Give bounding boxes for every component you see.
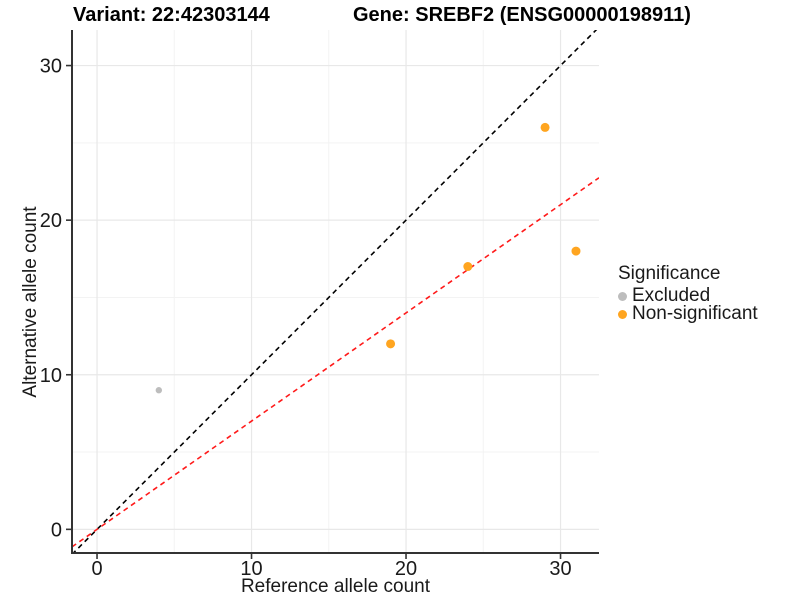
data-point-excluded: [155, 387, 163, 394]
x-tick-label: 0: [91, 558, 102, 580]
y-tick-label: 0: [51, 519, 62, 541]
legend-item-excluded: Excluded: [618, 285, 758, 306]
non-significant-dot-icon: [618, 309, 627, 319]
data-point-non-significant: [540, 122, 550, 132]
data-point-non-significant: [463, 262, 473, 272]
identity-line: [72, 30, 598, 553]
legend-label: Excluded: [632, 285, 711, 306]
legend-title: Significance: [618, 263, 721, 284]
x-tick-label: 10: [240, 558, 262, 580]
x-tick-label: 30: [549, 558, 571, 580]
variant-title: Variant: 22:42303144: [73, 4, 270, 26]
fit-line: [72, 177, 599, 548]
x-tick-label: 20: [395, 558, 417, 580]
x-axis-title: Reference allele count: [240, 576, 431, 597]
y-tick-label: 10: [40, 365, 62, 387]
y-tick-label: 30: [40, 56, 62, 78]
y-tick-label: 20: [40, 210, 62, 232]
gene-title: Gene: SREBF2 (ENSG00000198911): [353, 4, 691, 26]
data-point-non-significant: [386, 339, 396, 349]
data-point-non-significant: [571, 246, 581, 256]
legend-label: Non-significant: [632, 303, 758, 324]
legend: Significance Excluded Non-significant: [618, 263, 758, 323]
excluded-dot-icon: [618, 291, 627, 301]
legend-item-non-significant: Non-significant: [618, 303, 758, 324]
